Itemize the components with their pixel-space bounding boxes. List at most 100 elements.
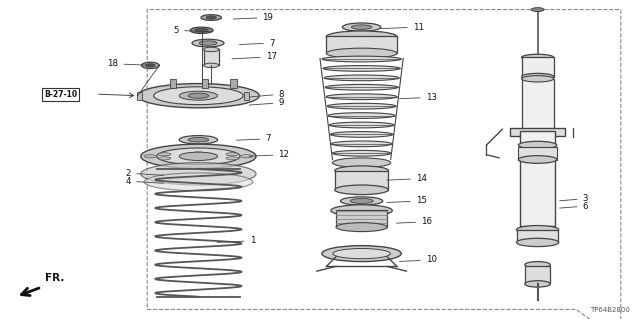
Ellipse shape xyxy=(322,246,401,262)
Ellipse shape xyxy=(192,152,205,155)
Bar xyxy=(517,230,558,242)
Ellipse shape xyxy=(146,64,155,67)
Bar xyxy=(335,171,388,190)
Ellipse shape xyxy=(322,56,401,62)
Ellipse shape xyxy=(516,238,559,247)
Bar xyxy=(170,79,176,88)
Bar xyxy=(522,79,554,132)
Ellipse shape xyxy=(518,156,557,163)
Ellipse shape xyxy=(531,8,544,11)
Ellipse shape xyxy=(144,173,253,191)
Text: 13: 13 xyxy=(399,93,436,102)
Ellipse shape xyxy=(188,93,209,98)
Ellipse shape xyxy=(326,31,397,42)
Bar xyxy=(522,57,554,77)
Text: FR.: FR. xyxy=(45,273,64,283)
Bar xyxy=(202,79,208,88)
Ellipse shape xyxy=(525,262,550,268)
Ellipse shape xyxy=(326,48,397,58)
Text: 18: 18 xyxy=(108,59,151,68)
Ellipse shape xyxy=(138,84,259,108)
Text: 5: 5 xyxy=(173,26,212,35)
Text: 2: 2 xyxy=(125,169,164,178)
Text: 1: 1 xyxy=(217,236,255,245)
Ellipse shape xyxy=(335,166,388,175)
Text: 11: 11 xyxy=(380,23,424,32)
Ellipse shape xyxy=(323,66,400,71)
Text: 15: 15 xyxy=(387,197,427,205)
Ellipse shape xyxy=(226,153,239,156)
Ellipse shape xyxy=(333,158,390,167)
Text: 19: 19 xyxy=(233,13,273,22)
Ellipse shape xyxy=(179,91,218,100)
Bar xyxy=(520,131,555,226)
Ellipse shape xyxy=(518,141,557,149)
Ellipse shape xyxy=(333,249,390,259)
Ellipse shape xyxy=(141,144,256,168)
Text: B-27-10: B-27-10 xyxy=(44,90,77,99)
Ellipse shape xyxy=(331,205,392,216)
Ellipse shape xyxy=(240,155,253,158)
Ellipse shape xyxy=(195,28,208,32)
Ellipse shape xyxy=(333,150,390,156)
Ellipse shape xyxy=(516,226,559,234)
Ellipse shape xyxy=(157,148,240,165)
Ellipse shape xyxy=(226,157,239,160)
Ellipse shape xyxy=(199,41,217,45)
Ellipse shape xyxy=(325,85,398,90)
Text: 16: 16 xyxy=(396,217,432,226)
Ellipse shape xyxy=(158,157,171,160)
Text: 3: 3 xyxy=(559,194,588,203)
Ellipse shape xyxy=(192,39,224,47)
Bar xyxy=(518,147,557,160)
Bar xyxy=(244,92,249,100)
Ellipse shape xyxy=(522,54,554,61)
Ellipse shape xyxy=(154,87,243,105)
Ellipse shape xyxy=(141,163,256,185)
Text: 6: 6 xyxy=(559,202,588,211)
Ellipse shape xyxy=(340,197,383,205)
Bar xyxy=(525,265,550,283)
Ellipse shape xyxy=(351,25,372,29)
Ellipse shape xyxy=(525,281,550,287)
Ellipse shape xyxy=(201,15,221,20)
Ellipse shape xyxy=(192,158,205,161)
Ellipse shape xyxy=(179,136,218,144)
Bar xyxy=(204,49,219,65)
Ellipse shape xyxy=(342,23,381,31)
Text: 7: 7 xyxy=(236,134,271,143)
Ellipse shape xyxy=(204,47,219,52)
Ellipse shape xyxy=(330,131,393,137)
Text: 9: 9 xyxy=(249,98,284,107)
Ellipse shape xyxy=(522,73,554,80)
Ellipse shape xyxy=(327,103,396,109)
Ellipse shape xyxy=(206,16,216,19)
Ellipse shape xyxy=(328,113,395,118)
Ellipse shape xyxy=(144,155,157,158)
Text: 7: 7 xyxy=(239,39,275,48)
Ellipse shape xyxy=(158,153,171,156)
Ellipse shape xyxy=(335,185,388,195)
Ellipse shape xyxy=(141,62,159,69)
Text: 12: 12 xyxy=(249,150,289,159)
Ellipse shape xyxy=(324,75,399,81)
Text: 8: 8 xyxy=(249,90,284,99)
Ellipse shape xyxy=(332,141,392,147)
Ellipse shape xyxy=(326,94,397,100)
Bar xyxy=(511,129,564,137)
Ellipse shape xyxy=(190,27,213,33)
Bar xyxy=(230,79,237,88)
Text: 10: 10 xyxy=(399,256,436,264)
Ellipse shape xyxy=(350,198,373,204)
Ellipse shape xyxy=(188,137,209,142)
Bar xyxy=(326,36,397,54)
Text: 4: 4 xyxy=(125,177,164,186)
Ellipse shape xyxy=(179,152,218,160)
Text: TP64B2800: TP64B2800 xyxy=(591,307,630,313)
Bar xyxy=(137,92,142,100)
Ellipse shape xyxy=(522,76,554,82)
Bar xyxy=(336,210,387,227)
Text: 14: 14 xyxy=(387,174,427,183)
Text: 17: 17 xyxy=(232,52,276,61)
Ellipse shape xyxy=(336,223,387,232)
